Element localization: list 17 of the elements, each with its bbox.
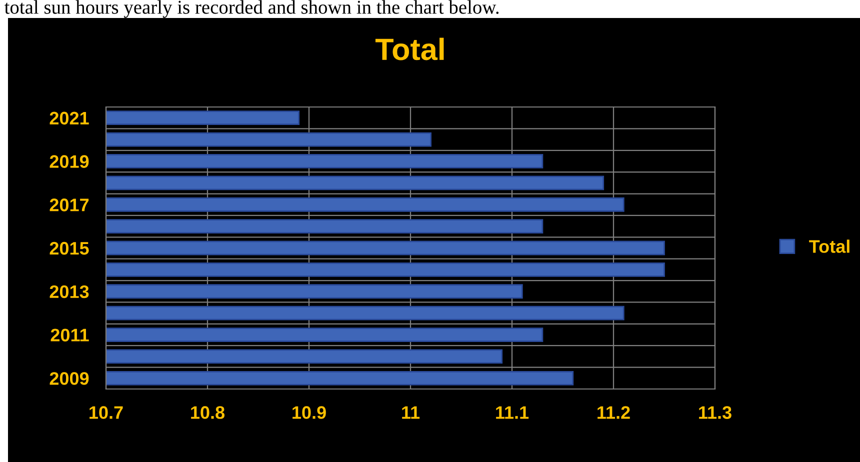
x-tick-label: 11.1 (496, 406, 529, 419)
legend-label: Total (809, 240, 850, 253)
y-tick-label: 2019 (50, 155, 89, 168)
y-tick-label: 2013 (50, 285, 89, 298)
x-tick-label: 11.3 (699, 406, 732, 419)
y-tick-label: 2017 (50, 198, 89, 212)
x-tick-label: 10.8 (191, 406, 225, 419)
x-tick-label: 11 (402, 406, 420, 419)
text: total sun hours yearly is recorded and shown in the chart below. (4, 0, 499, 18)
y-tick-label: 2015 (50, 242, 89, 255)
y-tick-label: 2009 (50, 372, 89, 385)
y-tick-label: 2011 (50, 328, 89, 342)
chart-title: Total (375, 38, 444, 60)
x-tick-label: 10.9 (292, 406, 326, 419)
x-tick-label: 11.2 (598, 406, 630, 419)
y-tick-label: 2021 (50, 112, 89, 125)
x-tick-label: 10.7 (90, 406, 123, 419)
